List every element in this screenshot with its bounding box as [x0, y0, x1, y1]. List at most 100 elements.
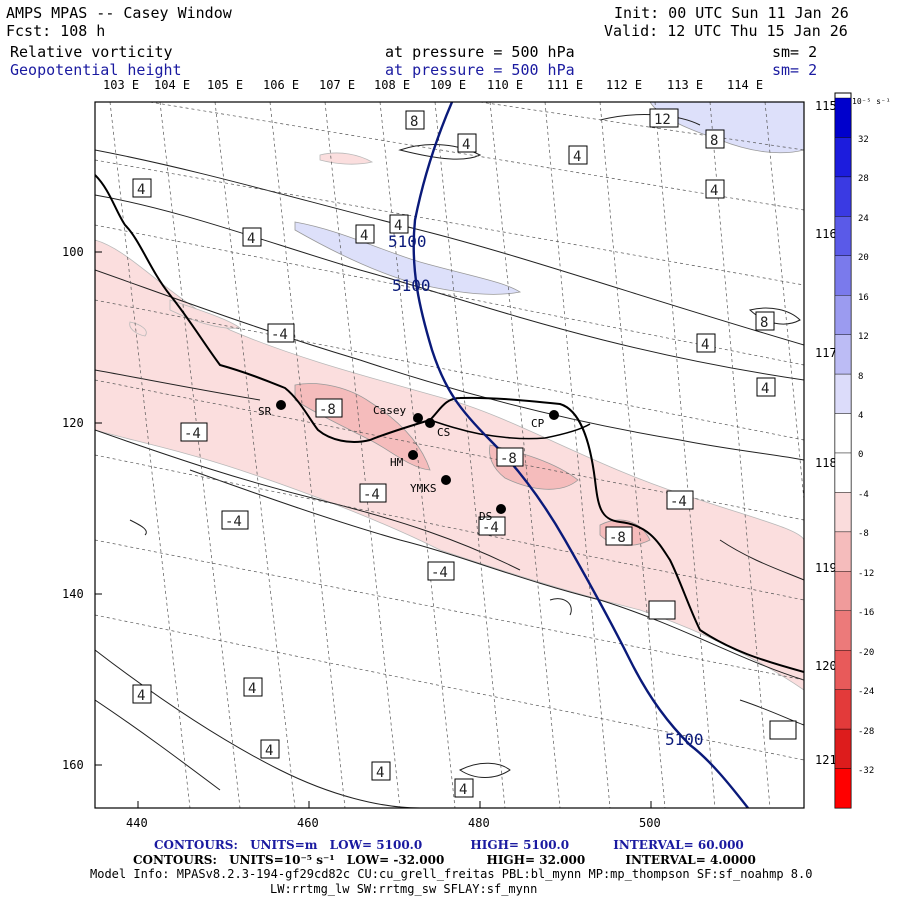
colorbar-tick: 4	[858, 411, 863, 421]
contours-label: CONTOURS:	[154, 838, 238, 852]
vort-label	[648, 600, 676, 620]
svg-text:YMKS: YMKS	[410, 482, 437, 495]
svg-text:4: 4	[530, 643, 538, 659]
y-tick: 160	[62, 758, 84, 772]
svg-text:-4: -4	[431, 565, 448, 581]
colorbar-tick: 16	[858, 293, 869, 303]
colorbar-tick: 28	[858, 174, 869, 184]
colorbar-tick: -28	[858, 727, 874, 737]
forecast-hour: Fcst: 108 h	[6, 22, 106, 40]
svg-text:4: 4	[137, 688, 145, 704]
lon-label: 103 E	[103, 78, 139, 92]
height-label: 5100	[665, 730, 704, 749]
vort-label: 8	[405, 110, 425, 130]
stations: SR Casey CS CP HM YMKS DS	[258, 400, 559, 523]
svg-text:DS: DS	[479, 510, 492, 523]
contours-low: LOW= 5100.0	[329, 838, 423, 852]
positive-vorticity-area	[294, 102, 804, 295]
vorticity-contours	[95, 114, 804, 808]
vort-label: -4	[180, 422, 208, 442]
svg-text:8: 8	[710, 133, 718, 149]
colorbar-tick: -20	[858, 648, 874, 658]
vort-label	[769, 720, 797, 740]
y-axis: 100 120 140 160	[62, 245, 102, 772]
lon-label: 105 E	[207, 78, 243, 92]
lon-label: 114 E	[727, 78, 763, 92]
vort-label: 4	[454, 778, 474, 798]
lon-label: 109 E	[430, 78, 466, 92]
vort-label: 4	[568, 145, 588, 165]
lon-label: 112 E	[606, 78, 642, 92]
init-time: Init: 00 UTC Sun 11 Jan 26	[614, 4, 849, 22]
contours-high: HIGH= 32.000	[486, 853, 586, 867]
vort-label: -8	[605, 526, 633, 546]
colorbar-tick: 12	[858, 332, 869, 342]
station-cp: CP	[531, 410, 559, 430]
colorbar-cell	[834, 373, 852, 414]
contours-line-2: CONTOURS: UNITS=10⁻⁵ s⁻¹ LOW= -32.000 HI…	[133, 853, 756, 867]
colorbar-tick: 32	[858, 135, 869, 145]
svg-text:-4: -4	[670, 494, 687, 510]
colorbar-cell	[834, 295, 852, 335]
y-tick: 100	[62, 245, 84, 259]
contours-line-1: CONTOURS: UNITS=m LOW= 5100.0 HIGH= 5100…	[154, 838, 744, 852]
contours-low: LOW= -32.000	[346, 853, 445, 867]
colorbar-cell	[834, 531, 852, 572]
svg-text:4: 4	[710, 183, 718, 199]
svg-text:-8: -8	[609, 530, 626, 546]
contours-units: UNITS=m	[250, 838, 318, 852]
svg-text:-4: -4	[363, 487, 380, 503]
vort-label: 4	[242, 227, 262, 247]
x-tick: 500	[639, 816, 661, 830]
colorbar-tick: -16	[858, 608, 874, 618]
model-info-2: LW:rrtmg_lw SW:rrtmg_sw SFLAY:sf_mynn	[270, 882, 538, 896]
vort-label: 4	[243, 677, 263, 697]
lon-label: 108 E	[374, 78, 410, 92]
svg-text:4: 4	[248, 681, 256, 697]
colorbar-cell	[834, 571, 852, 611]
colorbar-tick: 8	[858, 372, 863, 382]
negative-vorticity-area	[95, 152, 804, 691]
vort-label: 4	[756, 377, 776, 397]
vort-label: 8	[705, 129, 725, 149]
x-tick: 440	[126, 816, 148, 830]
vort-label: -4	[427, 561, 455, 581]
height-labels: 5100 5100 5100	[388, 232, 704, 749]
map-interior	[95, 102, 804, 808]
svg-text:4: 4	[360, 228, 368, 244]
valid-time: Valid: 12 UTC Thu 15 Jan 26	[604, 22, 848, 40]
vort-label: -8	[496, 447, 524, 467]
colorbar-cell	[834, 137, 852, 178]
svg-text:CP: CP	[531, 417, 545, 430]
coastline	[95, 174, 804, 673]
lon-label: 111 E	[547, 78, 583, 92]
vort-label: -4	[478, 516, 506, 536]
vort-label: 4	[371, 761, 391, 781]
svg-text:-4: -4	[482, 520, 499, 536]
y-tick: 120	[62, 416, 84, 430]
lon-label: 107 E	[319, 78, 355, 92]
svg-text:HM: HM	[390, 456, 404, 469]
colorbar-unit: 10⁻⁵ s⁻¹	[852, 97, 891, 106]
vort-label: 4	[457, 133, 477, 153]
vort-label: 12	[649, 108, 679, 128]
colorbar-cell	[834, 768, 852, 809]
colorbar-cell	[834, 97, 852, 138]
station-hm: HM	[390, 450, 418, 469]
colorbar-tick: -12	[858, 569, 874, 579]
vort-label: -4	[267, 323, 295, 343]
vort-label: 4	[389, 214, 409, 234]
svg-text:4: 4	[394, 218, 402, 234]
svg-text:SR: SR	[258, 405, 272, 418]
vort-label: 4	[780, 200, 798, 219]
colorbar-cell	[834, 452, 852, 493]
casey-area-outline	[429, 419, 591, 440]
lon-label: 113 E	[667, 78, 703, 92]
vort-label: 8	[755, 311, 775, 331]
svg-text:-4: -4	[184, 426, 201, 442]
colorbar-cells	[834, 97, 852, 809]
svg-text:4: 4	[265, 743, 273, 759]
colorbar-cell	[834, 216, 852, 256]
station-sr: SR	[258, 400, 286, 418]
lon-label: 110 E	[487, 78, 523, 92]
